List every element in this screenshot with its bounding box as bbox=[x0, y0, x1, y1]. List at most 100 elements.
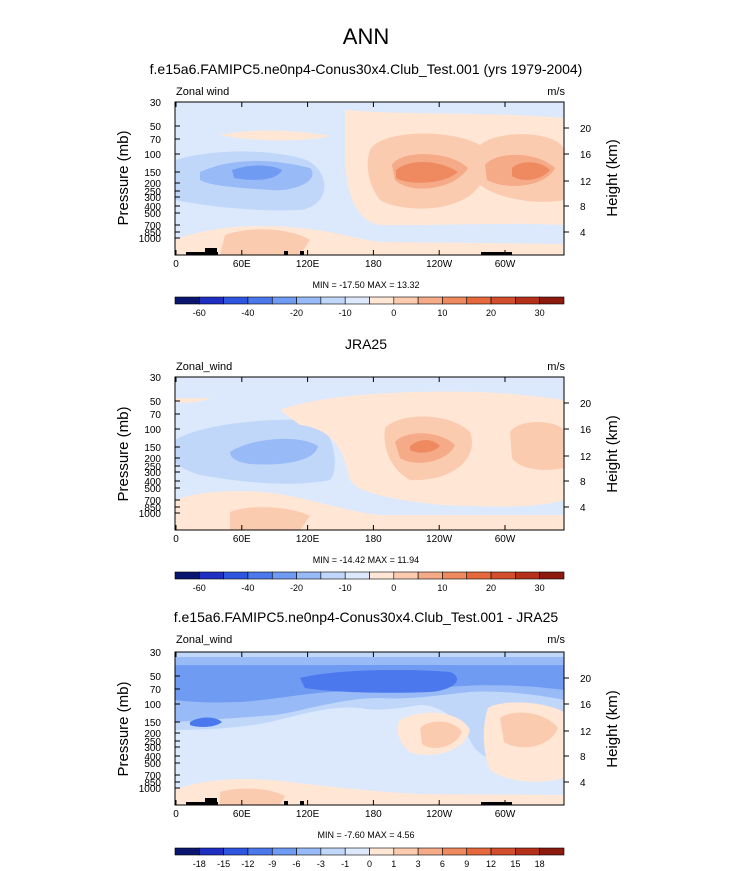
pressure-tick-label: 300 bbox=[144, 193, 161, 204]
colorbar-swatch bbox=[369, 847, 395, 856]
longitude-tick-label: 0 bbox=[173, 534, 179, 545]
colorbar-label: 15 bbox=[510, 859, 520, 869]
pressure-tick-label: 250 bbox=[144, 187, 161, 198]
contour-pos-level-4 bbox=[396, 161, 458, 183]
height-tick-label: 20 bbox=[580, 399, 592, 410]
pressure-tick-label: 250 bbox=[144, 737, 161, 748]
colorbar-swatch bbox=[199, 571, 224, 580]
pressure-tick-label: 500 bbox=[144, 759, 161, 770]
longitude-tick-label: 120E bbox=[296, 809, 320, 820]
longitude-ticks: 0 60E 120E 180 120W 60W bbox=[173, 102, 516, 270]
height-tick-label: 4 bbox=[580, 778, 586, 789]
longitude-tick-label: 60W bbox=[495, 534, 516, 545]
panel-title: f.e15a6.FAMIPC5.ne0np4-Conus30x4.Club_Te… bbox=[174, 609, 559, 625]
y-axis-label: Pressure (mb) bbox=[115, 130, 132, 225]
colorbar-swatch bbox=[417, 571, 443, 580]
pressure-tick-label: 300 bbox=[144, 743, 161, 754]
colorbar-swatch bbox=[442, 847, 468, 856]
contour-pos-level-2 bbox=[220, 229, 310, 255]
pressure-tick-label: 250 bbox=[144, 462, 161, 473]
colorbar-label: 6 bbox=[440, 859, 445, 869]
longitude-tick-label: 60E bbox=[233, 534, 251, 545]
units-label: m/s bbox=[547, 634, 565, 646]
colorbar-swatch bbox=[174, 571, 200, 580]
pressure-tick-label: 100 bbox=[144, 700, 161, 711]
height-tick-label: 12 bbox=[580, 452, 592, 463]
units-label: m/s bbox=[547, 361, 565, 373]
colorbar: -60 -40 -20 -10 0 10 20 30 bbox=[174, 571, 565, 593]
colorbar-label: -60 bbox=[193, 308, 206, 318]
pressure-tick-label: 500 bbox=[144, 484, 161, 495]
colorbar-swatch bbox=[344, 847, 370, 856]
colorbar-swatch bbox=[296, 296, 322, 305]
field-label: Zonal wind bbox=[176, 86, 229, 98]
y2-axis-label: Height (km) bbox=[604, 690, 621, 768]
colorbar: -18 -15 -12 -9 -6 -3 -1 0 1 3 6 9 12 15 18 bbox=[174, 847, 565, 869]
colorbar-label: -10 bbox=[339, 583, 352, 593]
colorbar-label: 0 bbox=[367, 859, 372, 869]
colorbar-label: 12 bbox=[486, 859, 496, 869]
pressure-tick-label: 1000 bbox=[139, 509, 162, 520]
contour-field bbox=[175, 102, 564, 255]
colorbar-swatch bbox=[490, 296, 516, 305]
colorbar-swatch bbox=[320, 296, 346, 305]
height-tick-label: 20 bbox=[580, 674, 592, 685]
colorbar-swatch bbox=[466, 296, 492, 305]
panel-title: JRA25 bbox=[345, 336, 387, 352]
colorbar-swatch bbox=[174, 296, 200, 305]
pressure-tick-label: 300 bbox=[144, 468, 161, 479]
colorbar-label: -60 bbox=[193, 583, 206, 593]
plot-frame bbox=[174, 101, 565, 256]
pressure-tick-label: 200 bbox=[144, 454, 161, 465]
contour-pos-level-1 bbox=[175, 398, 210, 403]
height-tick-label: 12 bbox=[580, 727, 592, 738]
pressure-tick-label: 850 bbox=[144, 778, 161, 789]
height-tick-label: 20 bbox=[580, 124, 592, 135]
colorbar-label: -12 bbox=[241, 859, 254, 869]
colorbar-label: -1 bbox=[341, 859, 349, 869]
longitude-tick-label: 120E bbox=[296, 259, 320, 270]
colorbar-swatch bbox=[442, 296, 468, 305]
pressure-tick-label: 30 bbox=[150, 373, 162, 384]
colorbar-swatch bbox=[393, 571, 419, 580]
pressure-tick-label: 150 bbox=[144, 443, 161, 454]
contour-pos-level-2 bbox=[500, 712, 558, 748]
colorbar-label: 18 bbox=[535, 859, 545, 869]
contour-field bbox=[175, 377, 564, 530]
panel-difference: f.e15a6.FAMIPC5.ne0np4-Conus30x4.Club_Te… bbox=[115, 609, 621, 869]
colorbar-swatch bbox=[174, 847, 200, 856]
panel-model: f.e15a6.FAMIPC5.ne0np4-Conus30x4.Club_Te… bbox=[115, 61, 621, 318]
y-axis-label: Pressure (mb) bbox=[115, 681, 132, 776]
land-mask bbox=[186, 248, 512, 255]
colorbar-label: -40 bbox=[241, 308, 254, 318]
contour-pos-level-4 bbox=[410, 440, 440, 453]
colorbar-swatch bbox=[515, 296, 540, 305]
panel-title: f.e15a6.FAMIPC5.ne0np4-Conus30x4.Club_Te… bbox=[150, 61, 583, 77]
colorbar-label: -9 bbox=[268, 859, 276, 869]
height-ticks: 20 16 12 8 4 bbox=[564, 124, 592, 239]
colorbar-swatch bbox=[271, 296, 297, 305]
pressure-tick-label: 30 bbox=[150, 98, 162, 109]
contour-neg-level-3 bbox=[232, 165, 282, 180]
longitude-tick-label: 180 bbox=[365, 809, 382, 820]
colorbar-swatch bbox=[320, 847, 346, 856]
pressure-tick-label: 400 bbox=[144, 202, 161, 213]
height-ticks: 20 16 12 8 4 bbox=[564, 674, 592, 789]
pressure-tick-label: 200 bbox=[144, 729, 161, 740]
longitude-ticks: 0 60E 120E 180 120W 60W bbox=[173, 377, 516, 545]
colorbar-label: 1 bbox=[391, 859, 396, 869]
height-tick-label: 12 bbox=[580, 177, 592, 188]
colorbar-label: 9 bbox=[464, 859, 469, 869]
colorbar-swatch bbox=[223, 571, 249, 580]
colorbar-swatch bbox=[393, 847, 419, 856]
height-tick-label: 4 bbox=[580, 503, 586, 514]
colorbar-swatch bbox=[344, 296, 370, 305]
colorbar-label: -20 bbox=[290, 308, 303, 318]
page-title: ANN bbox=[343, 24, 389, 49]
colorbar-label: -18 bbox=[193, 859, 206, 869]
height-tick-label: 8 bbox=[580, 752, 586, 763]
contour-neg-level-4 bbox=[190, 717, 222, 727]
colorbar-label: 30 bbox=[535, 308, 545, 318]
